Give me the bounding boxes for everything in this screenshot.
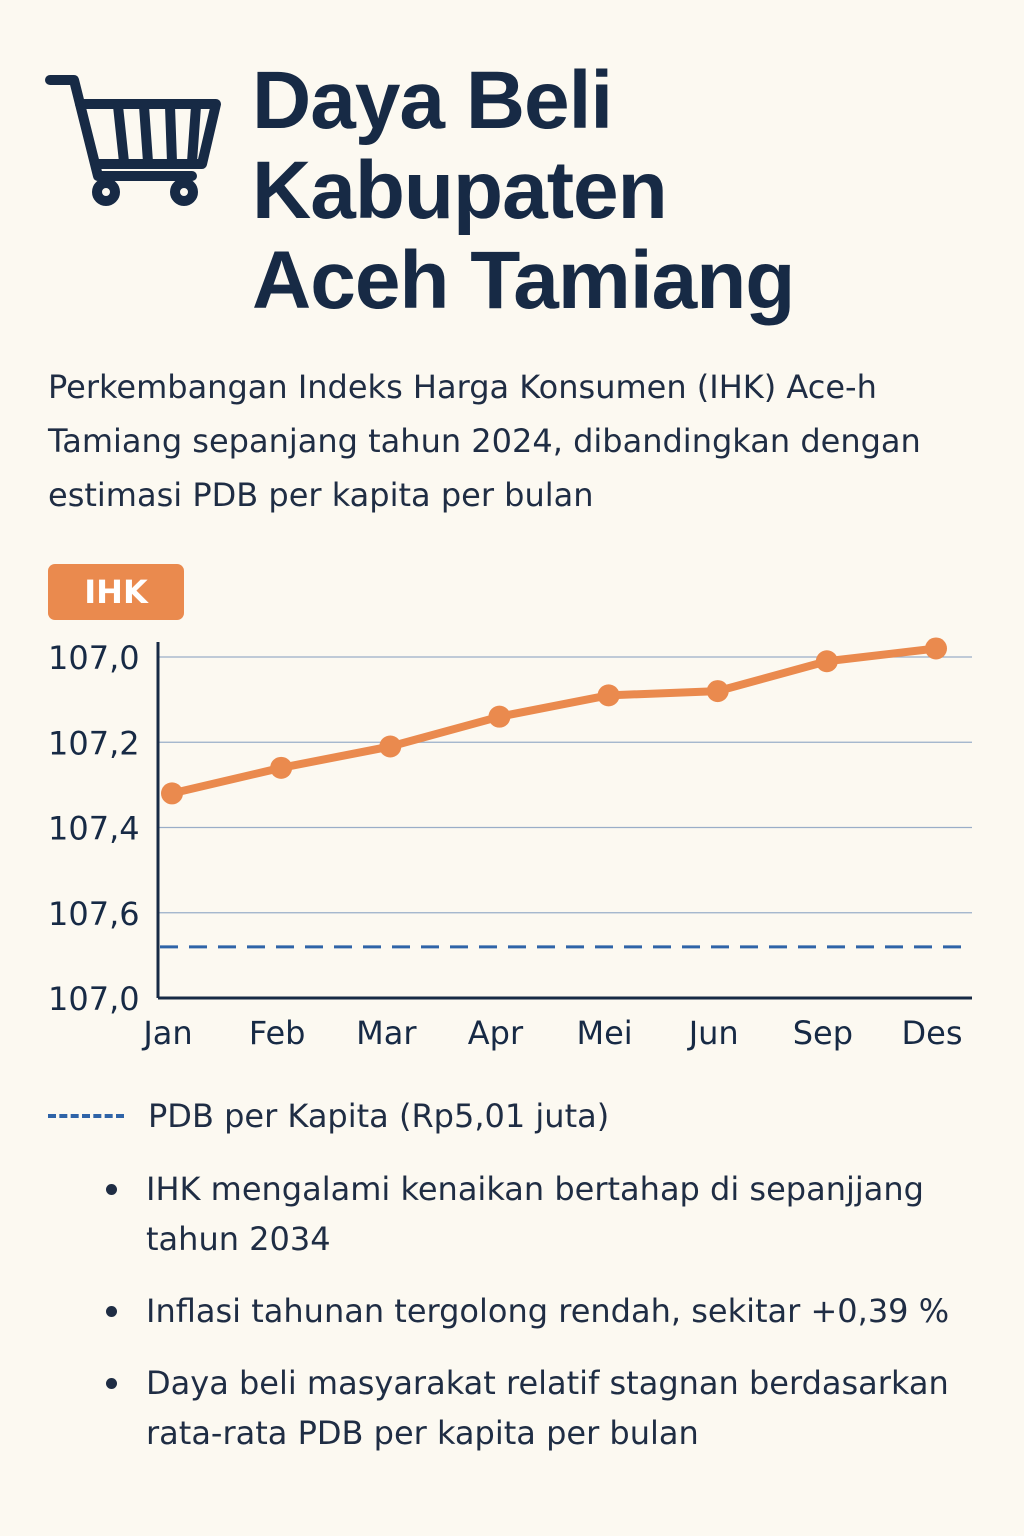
ihk-data-point [706, 680, 729, 703]
x-tick-label: Feb [249, 1014, 306, 1052]
ihk-data-point [161, 782, 183, 805]
y-tick-label: 107,2 [48, 724, 140, 762]
y-tick-label: 107,6 [48, 895, 140, 933]
title-line-3: Aceh Tamiang [252, 235, 795, 326]
x-tick-label: Mei [576, 1014, 632, 1052]
ihk-data-point [488, 705, 511, 728]
x-tick-label: Des [902, 1014, 963, 1052]
x-tick-label: Sep [793, 1014, 853, 1052]
note-item: IHK mengalami kenaikan bertahap di sepan… [100, 1164, 980, 1264]
y-tick-label: 107,4 [48, 810, 140, 848]
ihk-data-point [815, 650, 838, 673]
ihk-badge: IHK [48, 564, 184, 620]
note-item: Inflasi tahunan tergolong rendah, sekita… [100, 1286, 980, 1336]
y-tick-label: 107,0 [48, 639, 140, 677]
title-line-2: Kabupaten [252, 145, 668, 236]
x-tick-label: Jun [687, 1014, 739, 1052]
notes-list: IHK mengalami kenaikan bertahap di sepan… [100, 1164, 980, 1480]
page-subtitle: Perkembangan Indeks Harga Konsumen (IHK)… [48, 368, 921, 514]
ihk-data-point [925, 637, 947, 660]
note-item: Daya beli masyarakat relatif stagnan ber… [100, 1358, 980, 1458]
legend-dashed-line-swatch [48, 1114, 124, 1118]
chart-legend: PDB per Kapita (Rp5,01 juta) [48, 1088, 609, 1144]
ihk-data-point [379, 735, 402, 758]
ihk-data-point [270, 756, 293, 779]
x-tick-label: Jan [141, 1014, 192, 1052]
x-tick-label: Mar [356, 1014, 417, 1052]
page-title: Daya Beli Kabupaten Aceh Tamiang [252, 55, 795, 326]
ihk-data-point [597, 684, 620, 707]
y-tick-label: 107,0 [48, 980, 140, 1018]
legend-label: PDB per Kapita (Rp5,01 juta) [148, 1097, 610, 1135]
title-line-1: Daya Beli [252, 55, 613, 146]
ihk-series-line [168, 644, 940, 798]
x-tick-label: Apr [468, 1014, 524, 1052]
shopping-cart-icon [45, 75, 221, 206]
header: Daya Beli Kabupaten Aceh Tamiang [44, 56, 1004, 336]
